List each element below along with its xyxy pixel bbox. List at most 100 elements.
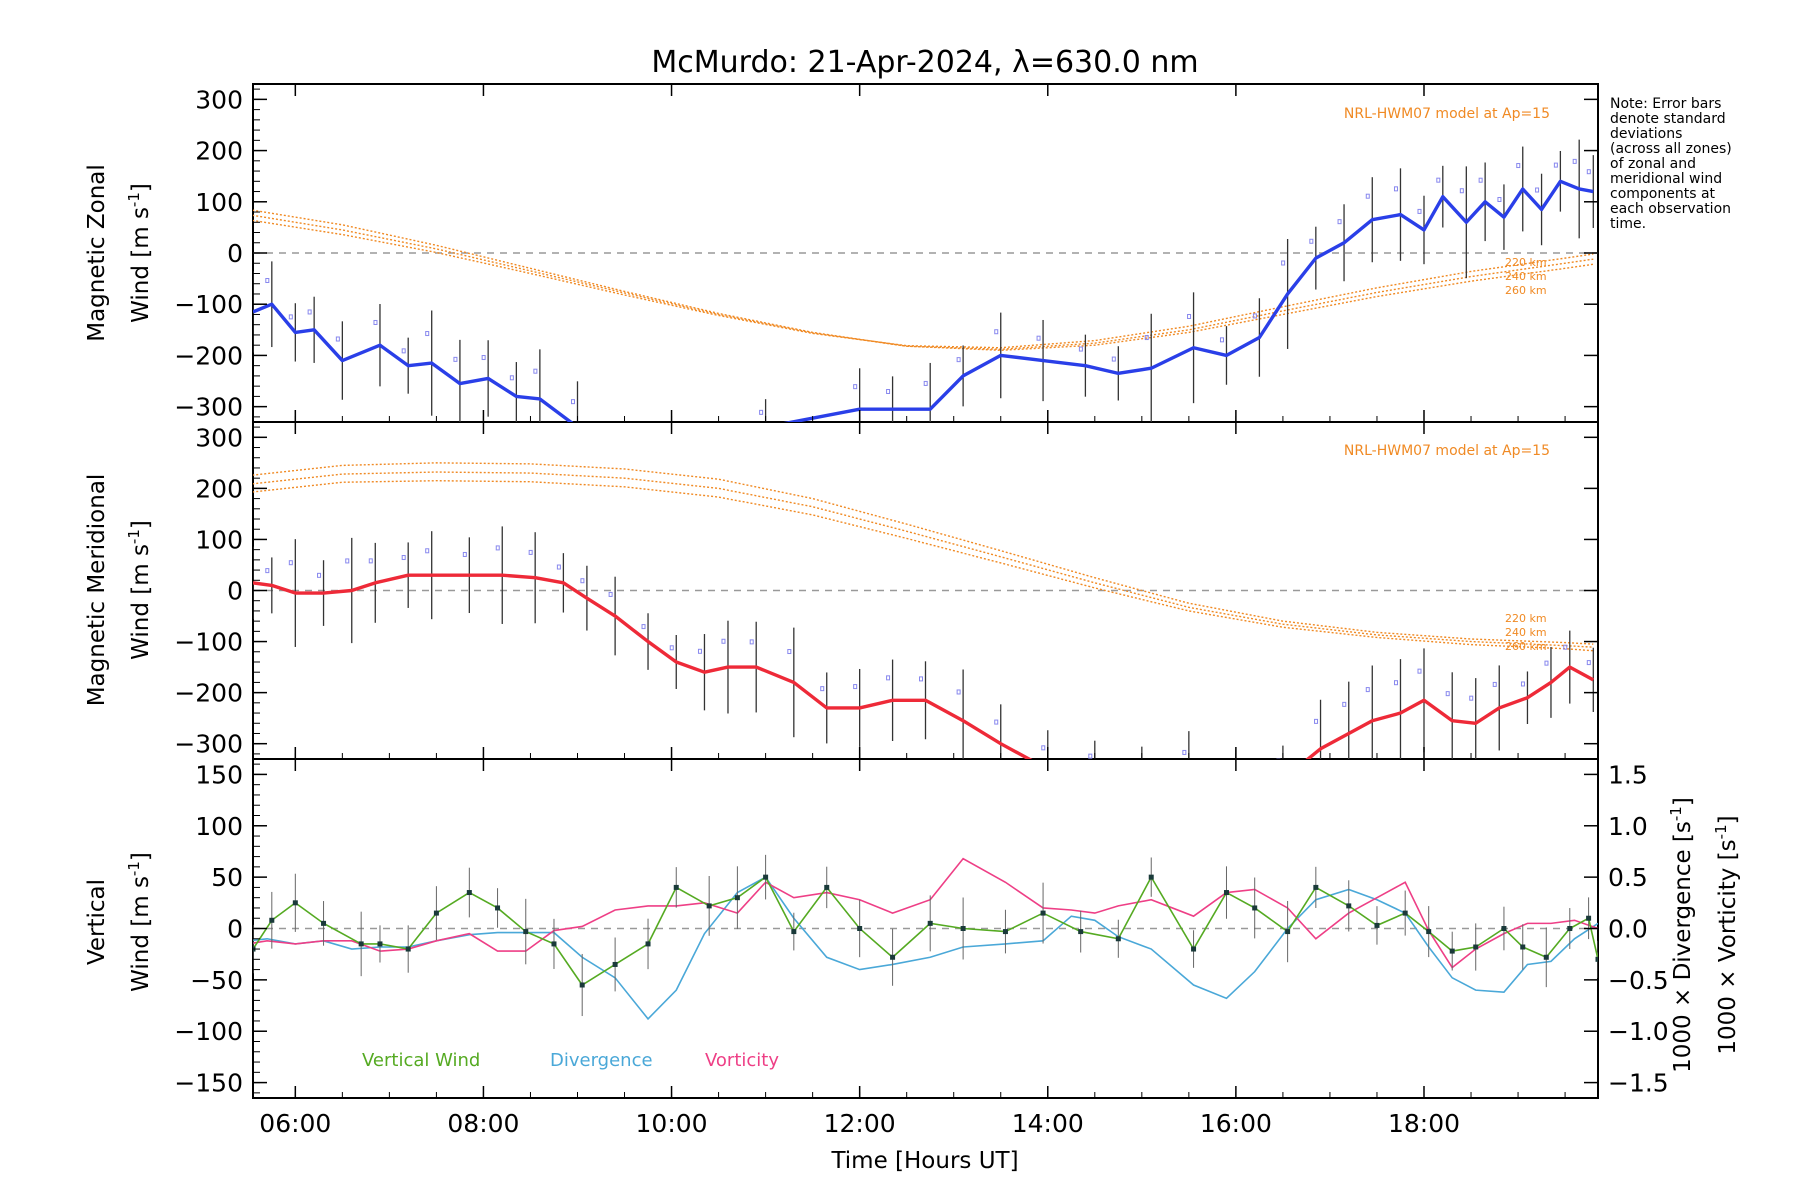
meridional-zone-marker bbox=[749, 639, 754, 645]
zonal-zone-marker bbox=[307, 309, 312, 315]
zonal-ytick-label: 200 bbox=[195, 137, 243, 166]
zonal-zone-marker bbox=[373, 319, 378, 325]
divergence-y2label-units: [s bbox=[1670, 821, 1696, 842]
zonal-zone-marker bbox=[1036, 335, 1041, 341]
meridional-zone-marker bbox=[1182, 749, 1187, 755]
vertical-ylabel-sup: -1 bbox=[125, 861, 143, 876]
meridional-model-240km bbox=[253, 471, 1594, 648]
vertical-plot-area bbox=[253, 854, 1598, 1021]
vertical-wind-point bbox=[857, 926, 863, 931]
xtick-label: 06:00 bbox=[259, 1109, 331, 1138]
vertical-wind-point bbox=[1473, 944, 1479, 950]
note-line-4: (across all zones) bbox=[1610, 141, 1732, 157]
zonal-model-alt-260: 260 km bbox=[1505, 284, 1547, 297]
vertical-wind-point bbox=[1520, 944, 1526, 950]
meridional-zone-marker bbox=[495, 545, 500, 551]
zonal-zone-marker bbox=[288, 314, 293, 320]
vertical-wind-point bbox=[673, 884, 679, 890]
vertical-ylabel-close: ] bbox=[128, 852, 154, 861]
meridional-zone-marker bbox=[697, 648, 702, 654]
vertical-wind-point bbox=[1252, 905, 1258, 911]
vorticity-line bbox=[253, 857, 1598, 969]
zonal-zone-marker bbox=[853, 384, 858, 390]
vorticity-y2label-units: [s bbox=[1715, 839, 1741, 860]
meridional-ylabel-sup: -1 bbox=[125, 529, 143, 544]
meridional-ylabel-close: ] bbox=[128, 520, 154, 529]
meridional-model-alt-240: 240 km bbox=[1505, 626, 1547, 639]
zonal-model-alt-240: 240 km bbox=[1505, 270, 1547, 283]
zonal-zone-marker bbox=[533, 368, 538, 374]
vertical-wind-point bbox=[466, 890, 472, 896]
meridional-zone-marker bbox=[462, 551, 467, 557]
meridional-zone-marker bbox=[1041, 745, 1046, 751]
zonal-zone-marker bbox=[1553, 162, 1558, 168]
meridional-model-alt-220: 220 km bbox=[1505, 612, 1547, 625]
vertical-wind-point bbox=[579, 982, 585, 988]
meridional-zone-marker bbox=[265, 568, 270, 574]
zonal-ylabel-sup: -1 bbox=[125, 192, 143, 207]
vertical-wind-point bbox=[1374, 922, 1380, 928]
vertical-wind-point bbox=[292, 900, 298, 906]
zonal-zone-marker bbox=[1478, 177, 1483, 183]
zonal-ylabel-line1: Magnetic Zonal bbox=[84, 164, 110, 342]
meridional-zone-marker bbox=[956, 689, 961, 695]
vertical-wind-point bbox=[734, 895, 740, 901]
meridional-zone-marker bbox=[994, 719, 999, 725]
y2tick-label: 1.5 bbox=[1608, 760, 1648, 789]
meridional-zone-marker bbox=[528, 549, 533, 555]
vertical-wind-point bbox=[890, 954, 896, 960]
meridional-zone-marker bbox=[1563, 644, 1568, 650]
meridional-zone-marker bbox=[669, 645, 674, 651]
vertical-wind-point bbox=[1586, 915, 1592, 921]
vertical-wind-point bbox=[1426, 929, 1432, 935]
meridional-zone-marker bbox=[1417, 668, 1422, 674]
meridional-zone-marker bbox=[1544, 660, 1549, 666]
vertical-wind-line bbox=[253, 875, 1598, 987]
vertical-wind-point bbox=[1148, 874, 1154, 880]
zonal-ylabel-wind: Wind bbox=[128, 258, 154, 323]
vertical-ylabel-line1: Vertical bbox=[84, 879, 110, 965]
zonal-zone-marker bbox=[1586, 169, 1591, 175]
meridional-model-label: NRL-HWM07 model at Ap=15 bbox=[1344, 443, 1550, 459]
vertical-wind-point bbox=[377, 941, 383, 947]
zonal-zone-marker bbox=[1187, 313, 1192, 319]
zonal-zone-marker bbox=[1281, 260, 1286, 266]
meridional-zone-marker bbox=[288, 560, 293, 566]
meridional-zone-marker bbox=[368, 558, 373, 564]
vertical-wind-point bbox=[1449, 948, 1455, 954]
zonal-zone-marker bbox=[1497, 196, 1502, 202]
zonal-zone-marker bbox=[481, 355, 486, 361]
xtick-label: 08:00 bbox=[447, 1109, 519, 1138]
note-line-8: each observation bbox=[1610, 201, 1731, 217]
meridional-plot-area bbox=[247, 462, 1598, 764]
xtick-label: 18:00 bbox=[1388, 1109, 1460, 1138]
meridional-zone-marker bbox=[1136, 760, 1139, 764]
zonal-zone-marker bbox=[1535, 187, 1540, 193]
zonal-model-240km bbox=[253, 214, 1594, 350]
zonal-zone-marker bbox=[886, 388, 891, 394]
meridional-ytick-label: 100 bbox=[195, 525, 243, 554]
xtick-label: 14:00 bbox=[1012, 1109, 1084, 1138]
note-line-1: Note: Error bars bbox=[1610, 96, 1721, 112]
zonal-zone-marker bbox=[1252, 313, 1257, 319]
divergence-y2label-prefix: 1000 × Divergence bbox=[1670, 842, 1696, 1073]
xtick-label: 12:00 bbox=[824, 1109, 896, 1138]
meridional-zone-marker bbox=[608, 591, 613, 597]
meridional-zone-marker bbox=[787, 649, 792, 655]
vertical-wind-point bbox=[1501, 926, 1507, 931]
meridional-zone-marker bbox=[401, 555, 406, 561]
meridional-wind-line bbox=[253, 573, 1595, 759]
vertical-ytick-label: 150 bbox=[195, 760, 243, 789]
meridional-zone-marker bbox=[425, 548, 430, 554]
vertical-wind-point bbox=[1346, 903, 1352, 909]
zonal-zone-marker bbox=[1365, 193, 1370, 199]
meridional-zone-marker bbox=[247, 561, 250, 565]
meridional-zone-marker bbox=[556, 564, 561, 570]
zonal-model-alt-220: 220 km bbox=[1505, 256, 1547, 269]
y2tick-label: −1.0 bbox=[1608, 1017, 1669, 1046]
zonal-zone-marker bbox=[509, 375, 514, 381]
zonal-zone-marker bbox=[1459, 188, 1464, 194]
meridional-zone-marker bbox=[886, 675, 891, 681]
zonal-zone-marker bbox=[1111, 356, 1116, 362]
